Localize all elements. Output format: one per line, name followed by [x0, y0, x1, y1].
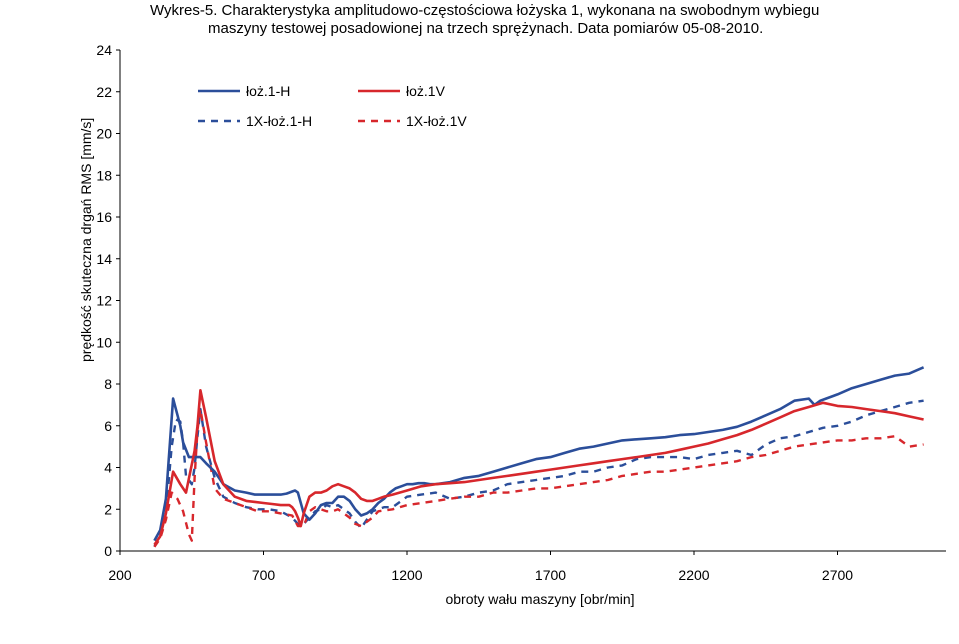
y-tick-label: 6 [104, 418, 112, 434]
x-tick-label: 700 [252, 567, 276, 583]
legend-label: 1X-łoż.1V [406, 113, 467, 129]
y-tick-label: 2 [104, 501, 112, 517]
series-layer [153, 366, 925, 548]
y-tick-label: 14 [96, 251, 112, 267]
y-tick-label: 8 [104, 376, 112, 392]
y-tick-label: 12 [96, 293, 112, 309]
y-tick-label: 16 [96, 209, 112, 225]
x-tick-label: 2700 [822, 567, 853, 583]
legend-label: 1X-łoż.1-H [246, 113, 312, 129]
x-tick-label: 1200 [391, 567, 422, 583]
series-line-3 [153, 399, 924, 548]
legend: łoż.1-H łoż.1V 1X-łoż.1-H 1X-łoż.1V [198, 83, 467, 129]
x-axis-label: obroty wału maszyny [obr/min] [445, 591, 635, 607]
legend-label: łoż.1-H [246, 83, 290, 99]
x-tick-label: 2200 [678, 567, 709, 583]
series-line-2 [153, 388, 924, 546]
series-line-4 [153, 407, 924, 548]
y-tick-label: 20 [96, 126, 112, 142]
chart-title-line-2: maszyny testowej posadowionej na trzech … [208, 20, 764, 37]
y-tick-label: 10 [96, 334, 112, 350]
legend-label: łoż.1V [406, 83, 446, 99]
x-tick-label: 1700 [535, 567, 566, 583]
x-tick-label: 200 [108, 567, 132, 583]
y-tick-label: 4 [104, 460, 112, 476]
y-tick-label: 24 [96, 42, 112, 58]
y-tick-label: 22 [96, 84, 112, 100]
y-tick-label: 0 [104, 543, 112, 559]
chart-title-line-1: Wykres-5. Charakterystyka amplitudowo-cz… [150, 2, 820, 19]
y-tick-label: 18 [96, 167, 112, 183]
chart-title: Wykres-5. Charakterystyka amplitudowo-cz… [150, 2, 950, 38]
series-line-1 [153, 366, 925, 542]
